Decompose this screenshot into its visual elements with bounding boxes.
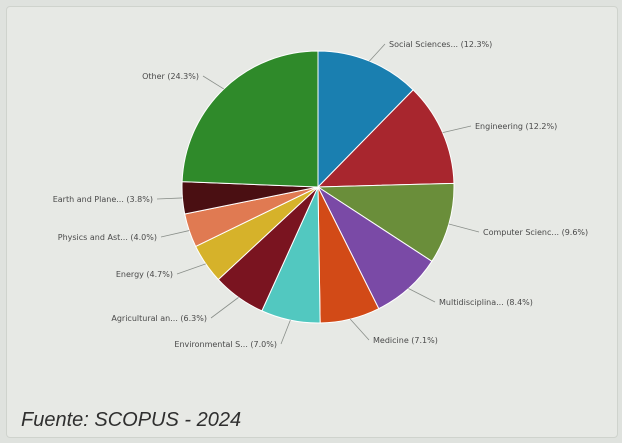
slice-label: Medicine (7.1%) [373, 336, 438, 345]
label-leader-line [156, 197, 183, 200]
label-leader-line [176, 263, 206, 275]
slice-label: Earth and Plane... (3.8%) [53, 195, 153, 204]
label-leader-line [369, 43, 386, 62]
label-leader-line [280, 320, 291, 345]
slice-label: Engineering (12.2%) [475, 122, 557, 131]
slice-label: Computer Scienc... (9.6%) [483, 228, 588, 237]
label-leader-line [349, 318, 370, 341]
slice-label: Other (24.3%) [142, 72, 199, 81]
label-leader-line [448, 223, 480, 233]
label-leader-line [160, 230, 190, 238]
pie-slices [181, 50, 455, 324]
pie-slice [316, 89, 455, 188]
label-leader-line [202, 75, 224, 90]
figure-frame: Social Sciences... (12.3%) Engineering (1… [6, 6, 618, 438]
slice-label: Agricultural an... (6.3%) [111, 314, 207, 323]
label-leader-line [408, 288, 436, 303]
slice-label: Social Sciences... (12.3%) [389, 40, 492, 49]
slice-label: Energy (4.7%) [116, 270, 173, 279]
pie-slice [181, 50, 319, 188]
pie-chart: Social Sciences... (12.3%) Engineering (1… [53, 40, 588, 349]
figure-caption: Fuente: SCOPUS - 2024 [21, 409, 242, 431]
pie-slice [317, 50, 414, 189]
label-leader-line [210, 297, 239, 319]
pie-slice [316, 182, 455, 263]
slice-label: Environmental S... (7.0%) [174, 340, 277, 349]
slice-label: Multidisciplina... (8.4%) [439, 298, 533, 307]
pie-labels: Social Sciences... (12.3%) Engineering (1… [53, 40, 588, 349]
slice-label: Physics and Ast... (4.0%) [58, 233, 157, 242]
label-leader-line [442, 125, 472, 134]
